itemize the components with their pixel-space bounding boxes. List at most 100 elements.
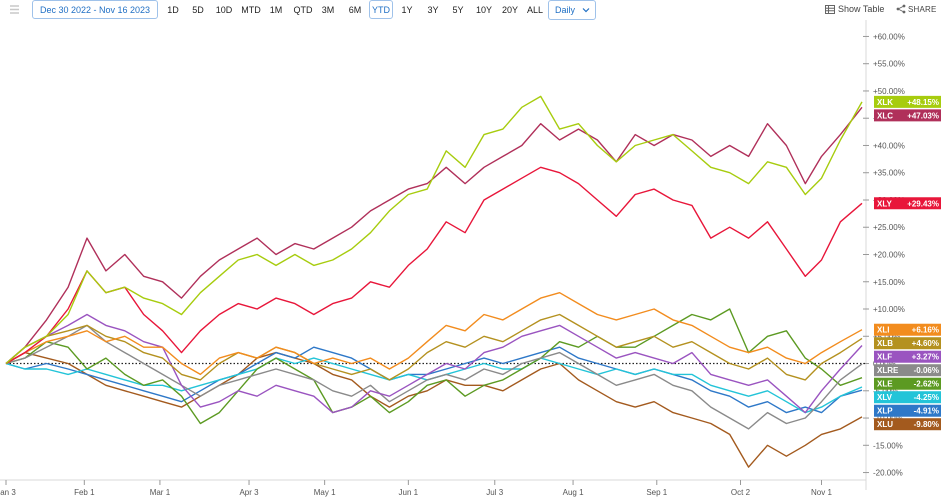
- end-label-name: XLK: [877, 98, 893, 107]
- y-tick-label: +25.00%: [873, 223, 905, 232]
- show-table-button[interactable]: Show Table: [825, 1, 884, 17]
- end-label-xlu: XLU -9.80%: [874, 418, 941, 431]
- series-lines: [5, 95, 863, 468]
- share-label: SHARE: [908, 4, 937, 14]
- end-label-bg: [874, 391, 941, 404]
- y-tick-label: +5.00%: [873, 332, 900, 341]
- table-icon: [825, 4, 835, 14]
- end-label-xly: XLY +29.43%: [874, 197, 941, 210]
- end-label-name: XLB: [877, 339, 893, 348]
- end-label-name: XLI: [877, 326, 889, 335]
- end-label-xlf: XLF +3.27%: [874, 350, 941, 363]
- series-line-xlre: [5, 324, 863, 430]
- end-value-labels: XLK +48.15%XLC +47.03%XLY +29.43%XLI +6.16%X…: [874, 95, 941, 431]
- series-line-xly: [5, 166, 863, 365]
- end-label-bg: [874, 337, 941, 350]
- x-tick-label: May 1: [314, 488, 336, 497]
- zoom-button-5y[interactable]: 5Y: [452, 4, 464, 15]
- zoom-button-10y[interactable]: 10Y: [475, 4, 492, 15]
- menu-icon[interactable]: [8, 3, 21, 16]
- zoom-button-1y[interactable]: 1Y: [401, 4, 413, 15]
- end-label-value: -9.80%: [914, 420, 939, 429]
- end-label-name: XLE: [877, 380, 893, 389]
- end-label-xlc: XLC +47.03%: [874, 109, 941, 122]
- chevron-down-icon: [582, 8, 590, 13]
- end-label-value: -2.62%: [914, 380, 939, 389]
- y-tick-label: +60.00%: [873, 32, 905, 41]
- x-tick-label: Feb 1: [74, 488, 95, 497]
- series-line-xle: [5, 308, 863, 425]
- end-label-name: XLRE: [877, 366, 899, 375]
- date-range-selector[interactable]: Dec 30 2022 - Nov 16 2023: [32, 0, 158, 19]
- end-label-bg: [874, 95, 941, 108]
- share-icon: [896, 4, 906, 14]
- end-label-value: +48.15%: [907, 98, 939, 107]
- zoom-button-1m[interactable]: 1M: [269, 4, 283, 15]
- end-label-bg: [874, 323, 941, 336]
- x-tick-label: Sep 1: [646, 488, 667, 497]
- zoom-button-10d[interactable]: 10D: [215, 4, 233, 15]
- x-tick-label: Mar 1: [150, 488, 171, 497]
- zoom-button-all[interactable]: ALL: [526, 4, 543, 15]
- series-line-xlc: [5, 106, 863, 365]
- series-line-xli: [5, 292, 863, 376]
- end-label-name: XLC: [877, 111, 893, 120]
- end-label-xli: XLI +6.16%: [874, 323, 941, 336]
- y-tick-label: +15.00%: [873, 278, 905, 287]
- end-label-name: XLY: [877, 199, 892, 208]
- end-label-value: +4.60%: [912, 339, 939, 348]
- y-tick-label: +10.00%: [873, 305, 905, 314]
- end-label-xlp: XLP -4.91%: [874, 404, 941, 417]
- series-line-xlb: [5, 313, 863, 381]
- end-label-bg: [874, 197, 941, 210]
- end-label-value: +6.16%: [912, 326, 939, 335]
- series-line-xlk: [5, 95, 863, 365]
- y-tick-label: +40.00%: [873, 141, 905, 150]
- x-tick-label: Oct 2: [731, 488, 751, 497]
- end-label-value: -4.91%: [914, 407, 939, 416]
- end-label-value: +47.03%: [907, 111, 939, 120]
- sector-performance-chart: +60.00%+55.00%+50.00%+45.00%+40.00%+35.0…: [0, 20, 941, 497]
- end-label-xle: XLE -2.62%: [874, 377, 941, 390]
- end-label-value: +29.43%: [907, 199, 939, 208]
- x-tick-label: Apr 3: [239, 488, 259, 497]
- x-tick-label: Jan 3: [0, 488, 16, 497]
- end-label-value: -4.25%: [914, 393, 939, 402]
- end-label-name: XLP: [877, 407, 893, 416]
- end-label-value: -0.06%: [914, 366, 939, 375]
- end-label-bg: [874, 364, 941, 377]
- zoom-button-1d[interactable]: 1D: [167, 4, 179, 15]
- end-label-bg: [874, 350, 941, 363]
- zoom-button-qtd[interactable]: QTD: [293, 4, 313, 15]
- show-table-label: Show Table: [838, 4, 885, 14]
- y-tick-label: -15.00%: [873, 441, 903, 450]
- frequency-select[interactable]: Daily: [548, 0, 596, 20]
- end-label-bg: [874, 109, 941, 122]
- zoom-button-mtd[interactable]: MTD: [241, 4, 261, 15]
- zoom-button-20y[interactable]: 20Y: [501, 4, 518, 15]
- y-tick-label: +35.00%: [873, 169, 905, 178]
- end-label-name: XLV: [877, 393, 893, 402]
- zoom-button-3m[interactable]: 3M: [321, 4, 335, 15]
- x-tick-label: Aug 1: [563, 488, 584, 497]
- series-line-xlu: [5, 351, 863, 468]
- y-tick-label: +55.00%: [873, 60, 905, 69]
- x-tick-label: Jun 1: [399, 488, 419, 497]
- x-axis: Jan 3 Feb 1 Mar 1 Apr 3 May 1 Jun 1 Jul 3 Aug 1…: [0, 479, 866, 497]
- y-tick-label: +50.00%: [873, 87, 905, 96]
- end-label-xlre: XLRE -0.06%: [874, 364, 941, 377]
- zoom-button-3y[interactable]: 3Y: [427, 4, 439, 15]
- end-label-xlk: XLK +48.15%: [874, 95, 941, 108]
- share-button[interactable]: SHARE: [896, 1, 937, 17]
- end-label-bg: [874, 404, 941, 417]
- series-line-xlf: [5, 313, 863, 414]
- end-label-value: +3.27%: [912, 353, 939, 362]
- zoom-button-6m[interactable]: 6M: [348, 4, 362, 15]
- end-label-bg: [874, 418, 941, 431]
- y-tick-label: +20.00%: [873, 251, 905, 260]
- chart-toolbar: Dec 30 2022 - Nov 16 2023 1D 5D 10D MTD 1M QT…: [0, 0, 941, 20]
- zoom-button-5d[interactable]: 5D: [192, 4, 204, 15]
- x-tick-label: Nov 1: [811, 488, 832, 497]
- x-tick-label: Jul 3: [486, 488, 503, 497]
- zoom-button-ytd[interactable]: YTD: [369, 0, 393, 19]
